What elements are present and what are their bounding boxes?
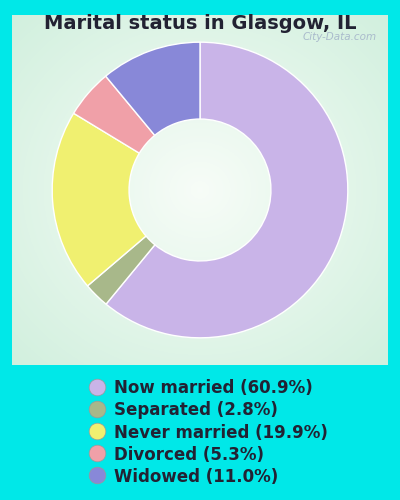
Wedge shape [74,76,155,153]
Wedge shape [106,42,348,338]
Wedge shape [88,236,155,304]
Legend: Now married (60.9%), Separated (2.8%), Never married (19.9%), Divorced (5.3%), W: Now married (60.9%), Separated (2.8%), N… [84,374,332,491]
Text: City-Data.com: City-Data.com [302,32,377,42]
Wedge shape [106,42,200,136]
Text: Marital status in Glasgow, IL: Marital status in Glasgow, IL [44,14,356,33]
Wedge shape [52,114,146,286]
